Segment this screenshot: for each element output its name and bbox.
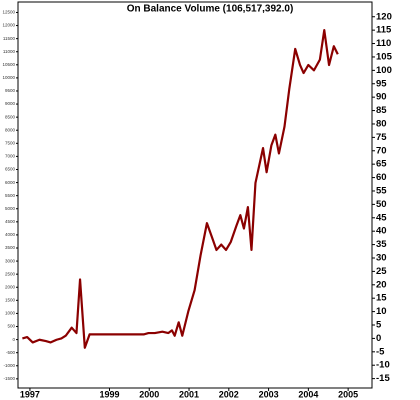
y-tick-label: 85 (376, 105, 387, 116)
y2-tick-label: 6500 (5, 167, 16, 172)
y-tick-label: 45 (376, 212, 387, 223)
y-tick-label: 110 (376, 38, 391, 49)
x-tick-label: 2001 (179, 389, 199, 399)
y2-tick-label: 11000 (3, 49, 16, 54)
y2-tick-label: 3000 (5, 258, 16, 263)
y2-tick-label: -1000 (3, 363, 15, 368)
y2-tick-label: 500 (7, 324, 15, 329)
y-tick-label: 50 (376, 199, 387, 210)
y2-tick-label: 7000 (5, 154, 16, 159)
y2-tick-label: 3500 (5, 245, 16, 250)
y-tick-label: 95 (376, 78, 387, 89)
y-tick-label: -15 (376, 373, 390, 384)
y-tick-label: 55 (376, 185, 387, 196)
y-tick-label: 115 (376, 25, 392, 36)
y-tick-label: 35 (376, 239, 387, 250)
y2-tick-label: 7500 (5, 141, 16, 146)
y-tick-label: 120 (376, 11, 392, 22)
y-tick-label: 65 (376, 159, 387, 170)
y-tick-label: 100 (376, 65, 392, 76)
y-tick-label: 40 (376, 226, 387, 237)
y2-tick-label: 10500 (2, 62, 15, 67)
x-tick-label: 1999 (99, 389, 119, 399)
x-tick-label: 2002 (219, 389, 239, 399)
y2-tick-label: 10000 (2, 75, 15, 80)
y2-tick-label: 9000 (5, 101, 16, 106)
y-tick-label: 5 (376, 320, 382, 331)
y2-tick-label: 5500 (5, 193, 16, 198)
y-tick-label: 10 (376, 306, 387, 317)
y2-tick-label: 2000 (5, 284, 16, 289)
y-tick-label: 0 (376, 333, 381, 344)
y2-tick-label: 12500 (2, 10, 15, 15)
y-tick-label: 70 (376, 145, 387, 156)
chart-title: On Balance Volume (106,517,392.0) (127, 4, 294, 15)
x-tick-label: 2000 (139, 389, 159, 399)
y-tick-label: 105 (376, 51, 393, 62)
y2-tick-label: 9500 (5, 88, 16, 93)
y2-tick-label: 1500 (5, 298, 16, 303)
y2-tick-label: 8500 (5, 114, 16, 119)
y2-tick-label: 1000 (5, 311, 16, 316)
y-tick-label: 60 (376, 172, 387, 183)
y-tick-label: 90 (376, 92, 387, 103)
y-tick-label: 25 (376, 266, 387, 277)
y2-tick-label: 8000 (5, 127, 16, 132)
y2-tick-label: 12000 (2, 23, 15, 28)
y2-tick-label: 5000 (5, 206, 16, 211)
y-tick-label: -5 (376, 346, 385, 357)
y2-tick-label: 0 (12, 337, 15, 342)
y-tick-label: 80 (376, 118, 387, 129)
y-tick-label: 20 (376, 279, 387, 290)
y-tick-label: 15 (376, 293, 387, 304)
x-tick-label: 2005 (338, 389, 358, 399)
x-tick-label: 2003 (259, 389, 279, 399)
y2-tick-label: 2500 (5, 271, 16, 276)
y-tick-label: -10 (376, 360, 390, 371)
y2-tick-label: -500 (6, 350, 16, 355)
y2-tick-label: 6000 (5, 180, 16, 185)
data-line (22, 29, 339, 349)
y-tick-label: 75 (376, 132, 387, 143)
plot-frame (17, 1, 373, 389)
x-tick-label: 2004 (298, 389, 318, 399)
y2-tick-label: 11500 (3, 36, 16, 41)
y2-tick-label: -1500 (3, 376, 15, 381)
y2-tick-label: 4500 (5, 219, 16, 224)
y-tick-label: 30 (376, 253, 387, 264)
x-tick-label: 1997 (20, 389, 40, 399)
y2-tick-label: 4000 (5, 232, 16, 237)
